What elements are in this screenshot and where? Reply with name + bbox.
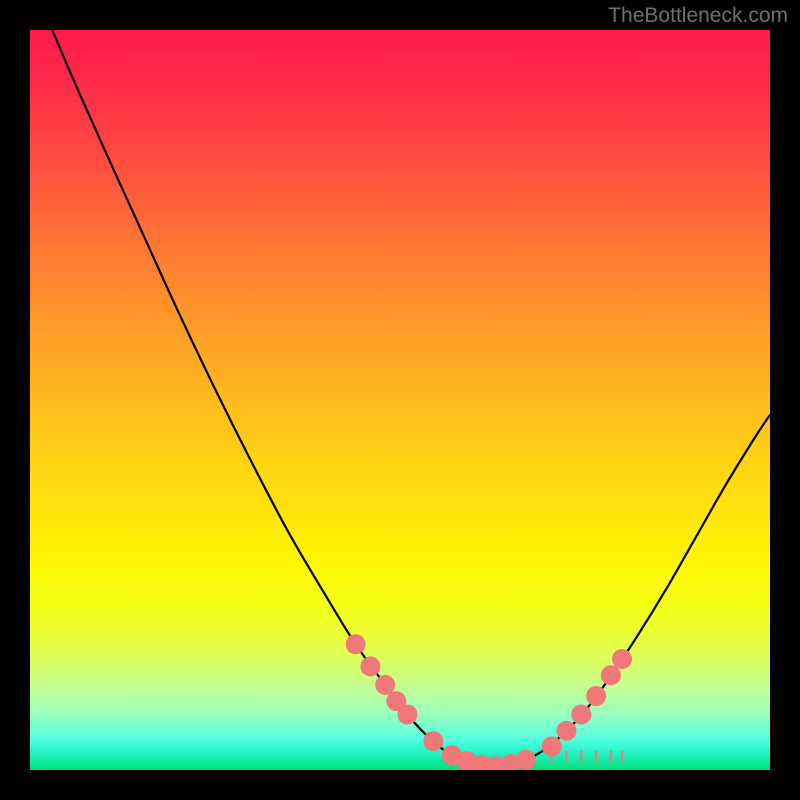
- chart-container: TheBottleneck.com: [0, 0, 800, 800]
- watermark-text: TheBottleneck.com: [608, 4, 788, 28]
- plot-area: [30, 30, 770, 770]
- gradient-background: [30, 30, 770, 770]
